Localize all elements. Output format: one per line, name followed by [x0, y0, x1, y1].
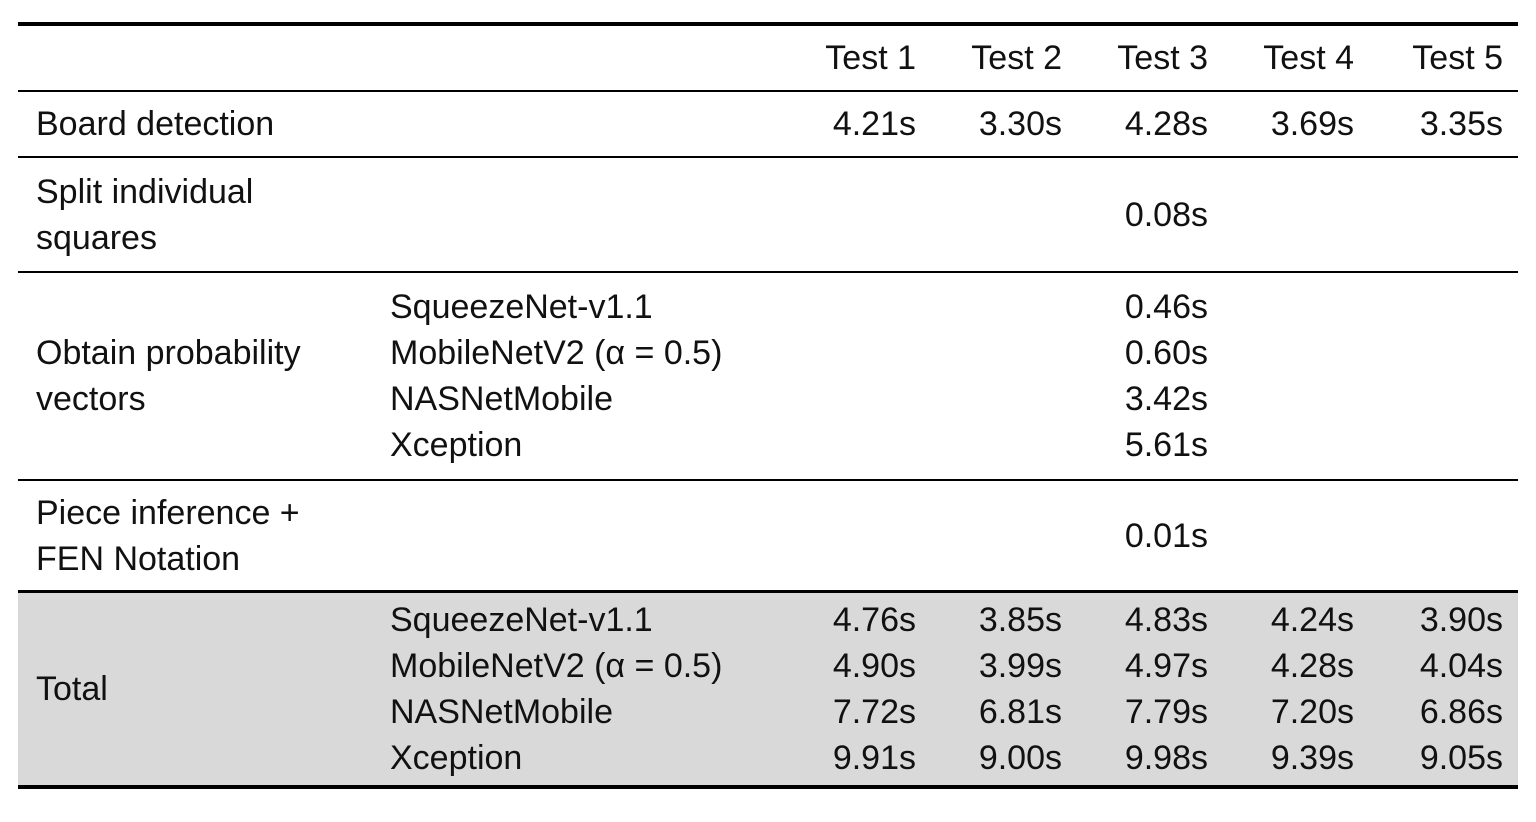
time-value-empty	[1354, 214, 1518, 215]
row-piece-inference: Piece inference + FEN Notation 0.01s	[18, 481, 1518, 593]
time-value-list: 4.76s 4.90s 7.72s 9.91s	[770, 597, 916, 781]
time-value-empty	[770, 376, 916, 377]
time-value: 9.98s	[1124, 739, 1208, 777]
model-name: NASNetMobile	[390, 693, 613, 731]
model-name: Xception	[390, 426, 523, 464]
stage-label-board-detection: Board detection	[36, 105, 275, 143]
time-value: 6.81s	[978, 693, 1062, 731]
col-header-test-5: Test 5	[1412, 39, 1503, 77]
time-value: 4.76s	[832, 601, 916, 639]
time-value-list: 4.83s 4.97s 7.79s 9.98s	[1062, 597, 1208, 781]
time-value: 4.83s	[1124, 601, 1208, 639]
time-value-list: 3.85s 3.99s 6.81s 9.00s	[916, 597, 1062, 781]
time-value-empty	[1208, 376, 1354, 377]
stage-label-piece-inference: Piece inference + FEN Notation	[36, 493, 300, 578]
model-list: SqueezeNet-v1.1 MobileNetV2 (α = 0.5) NA…	[390, 597, 770, 781]
time-value: 0.60s	[1124, 334, 1208, 372]
time-value: 9.39s	[1270, 739, 1354, 777]
col-header-test-1: Test 1	[825, 39, 916, 77]
time-value: 3.35s	[1419, 105, 1503, 143]
time-value: 9.05s	[1419, 739, 1503, 777]
time-value: 4.21s	[832, 105, 916, 143]
model-name: SqueezeNet-v1.1	[390, 601, 653, 639]
row-total: Total SqueezeNet-v1.1 MobileNetV2 (α = 0…	[18, 593, 1518, 785]
time-value: 7.79s	[1124, 693, 1208, 731]
time-value-empty	[916, 376, 1062, 377]
time-value: 3.69s	[1270, 105, 1354, 143]
time-value-empty	[1354, 376, 1518, 377]
time-value: 4.04s	[1419, 647, 1503, 685]
time-value-empty	[1208, 214, 1354, 215]
model-list: SqueezeNet-v1.1 MobileNetV2 (α = 0.5) NA…	[390, 284, 770, 468]
time-value: 3.85s	[978, 601, 1062, 639]
time-value: 3.99s	[978, 647, 1062, 685]
stage-label-obtain-vectors: Obtain probability vectors	[36, 334, 301, 418]
model-cell-empty	[390, 124, 770, 125]
header-row: Test 1 Test 2 Test 3 Test 4 Test 5	[18, 26, 1518, 92]
model-cell-empty	[390, 214, 770, 215]
row-split-squares: Split individual squares 0.08s	[18, 158, 1518, 273]
time-value-empty	[916, 535, 1062, 536]
time-value: 0.46s	[1124, 288, 1208, 326]
header-stage-cell	[18, 58, 390, 59]
time-value-list: 4.24s 4.28s 7.20s 9.39s	[1208, 597, 1354, 781]
time-value: 3.42s	[1124, 380, 1208, 418]
stage-label-total: Total	[36, 670, 108, 708]
time-value: 3.90s	[1419, 601, 1503, 639]
time-value: 3.30s	[978, 105, 1062, 143]
time-value-empty	[770, 535, 916, 536]
time-value-list: 0.46s 0.60s 3.42s 5.61s	[1062, 284, 1208, 468]
time-value-empty	[916, 214, 1062, 215]
row-obtain-vectors: Obtain probability vectors SqueezeNet-v1…	[18, 273, 1518, 481]
time-value-empty	[770, 214, 916, 215]
stage-label-split-squares: Split individual squares	[36, 172, 254, 257]
model-name: MobileNetV2 (α = 0.5)	[390, 647, 723, 685]
header-model-cell	[390, 58, 770, 59]
row-board-detection: Board detection 4.21s 3.30s 4.28s 3.69s …	[18, 92, 1518, 158]
time-value: 9.00s	[978, 739, 1062, 777]
timing-table: Test 1 Test 2 Test 3 Test 4 Test 5 Board…	[18, 22, 1518, 789]
col-header-test-4: Test 4	[1263, 39, 1354, 77]
col-header-test-2: Test 2	[971, 39, 1062, 77]
model-name: Xception	[390, 739, 523, 777]
time-value: 4.28s	[1270, 647, 1354, 685]
time-value: 4.97s	[1124, 647, 1208, 685]
time-value: 4.28s	[1124, 105, 1208, 143]
col-header-test-3: Test 3	[1117, 39, 1208, 77]
model-name: SqueezeNet-v1.1	[390, 288, 653, 326]
time-value-empty	[1208, 535, 1354, 536]
time-value: 4.90s	[832, 647, 916, 685]
model-name: NASNetMobile	[390, 380, 613, 418]
model-cell-empty	[390, 535, 770, 536]
time-value: 0.08s	[1124, 195, 1208, 234]
time-value: 9.91s	[832, 739, 916, 777]
time-value-list: 3.90s 4.04s 6.86s 9.05s	[1354, 597, 1518, 781]
time-value-empty	[1354, 535, 1518, 536]
time-value: 7.72s	[832, 693, 916, 731]
time-value: 6.86s	[1419, 693, 1503, 731]
time-value: 7.20s	[1270, 693, 1354, 731]
time-value: 5.61s	[1124, 426, 1208, 464]
model-name: MobileNetV2 (α = 0.5)	[390, 334, 723, 372]
time-value: 4.24s	[1270, 601, 1354, 639]
time-value: 0.01s	[1124, 516, 1208, 555]
